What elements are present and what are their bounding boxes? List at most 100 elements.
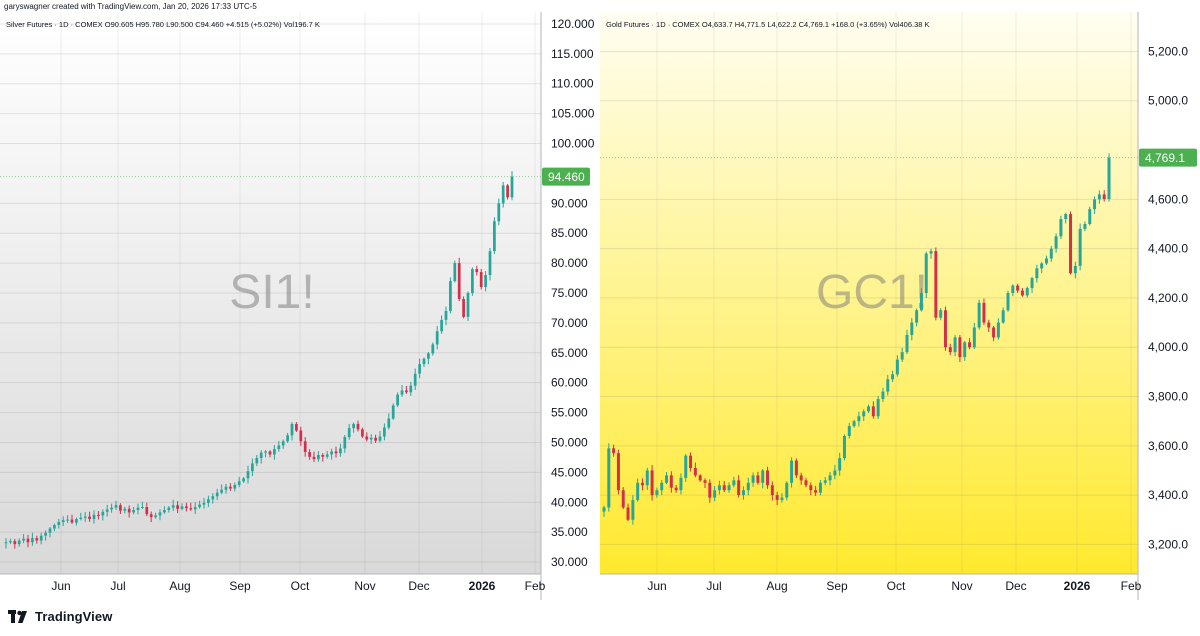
candle-body (61, 520, 65, 522)
candle-body (330, 451, 333, 455)
brand-logo[interactable]: TradingView (8, 609, 112, 624)
candle (972, 322, 976, 349)
candle-body (650, 470, 654, 496)
candle-body (400, 390, 404, 395)
candle (612, 444, 616, 457)
candle (963, 340, 967, 361)
candle (488, 247, 492, 281)
candle (1035, 264, 1039, 283)
silver-chart-panel[interactable]: 120.000 115.000 110.000 105.000 100.000 90.00… (0, 12, 598, 600)
candle-body (431, 344, 435, 354)
candle-body (105, 509, 109, 512)
candle-body (110, 507, 113, 510)
candle-body (39, 535, 43, 541)
candle (198, 500, 201, 509)
candle (818, 479, 822, 496)
brand-name: TradingView (35, 609, 113, 624)
candle-body (804, 480, 808, 486)
candle-body (669, 475, 673, 488)
candle-body (70, 519, 74, 523)
candle (958, 334, 962, 363)
candle (325, 450, 329, 459)
symbol-info-line: Silver Futures · 1D · COMEX O90.605 H95.… (6, 20, 320, 29)
candle (665, 471, 669, 485)
panel-divider (598, 12, 600, 600)
candle (70, 514, 74, 524)
candle (66, 515, 69, 523)
candle (110, 503, 113, 513)
x-tick-label: Nov (354, 579, 375, 593)
gold-chart-panel[interactable]: 5,200.0 5,000.0 4,600.0 4,400.0 4,200.0 4,000… (600, 12, 1200, 600)
candle (881, 387, 885, 403)
candle-body (717, 485, 721, 491)
candle-body (1020, 290, 1024, 296)
candle-body (953, 337, 957, 353)
candle (1044, 255, 1048, 266)
candle-body (356, 423, 360, 430)
candle-body (387, 418, 391, 428)
candle-body (727, 485, 731, 491)
candle-body (915, 310, 919, 323)
candle-body (312, 456, 316, 460)
candle-body (1069, 214, 1073, 274)
candle (119, 503, 122, 515)
candle-body (1016, 285, 1020, 291)
candle-body (1097, 194, 1101, 200)
candle-body (79, 517, 83, 519)
candle (770, 481, 774, 501)
candle (123, 506, 127, 514)
candle (1073, 261, 1077, 279)
candle-body (418, 364, 421, 374)
candle-body (501, 185, 505, 204)
candle-body (281, 441, 285, 446)
candle-body (761, 470, 765, 483)
candle (924, 251, 928, 298)
y-tick-label: 4,600.0 (1148, 192, 1188, 206)
x-tick-label: Oct (887, 579, 906, 593)
x-tick-label: Jul (110, 579, 125, 593)
candle-body (814, 490, 818, 493)
last-price-label-bg (1139, 148, 1197, 167)
candle (180, 503, 184, 511)
candle-body (943, 310, 947, 348)
candle-body (277, 445, 281, 450)
x-tick-label: Jun (647, 579, 666, 593)
candle (405, 385, 408, 394)
candle (26, 534, 30, 548)
candle (444, 306, 448, 326)
candle-body (1102, 194, 1106, 200)
candle-body (409, 385, 413, 393)
candle (189, 502, 193, 511)
candle-body (924, 253, 928, 293)
candle-body (838, 458, 842, 471)
candle-body (4, 542, 8, 544)
x-tick-label: Feb (1121, 579, 1142, 593)
candle (215, 488, 219, 500)
x-tick-label: Jul (706, 579, 721, 593)
candle (462, 296, 465, 319)
candle (948, 343, 952, 356)
candle (127, 505, 131, 518)
candle (886, 374, 890, 396)
candle (616, 449, 620, 495)
candle (607, 443, 611, 512)
silver-chart-svg[interactable]: 120.000 115.000 110.000 105.000 100.000 90.00… (0, 12, 598, 600)
candle (689, 452, 693, 472)
candle-body (435, 331, 439, 345)
candle-body (775, 495, 779, 501)
candle (992, 325, 996, 342)
x-tick-label: 2026 (469, 579, 496, 593)
candle (242, 477, 245, 483)
plot-background (600, 12, 1138, 574)
y-tick-label: 3,400.0 (1148, 488, 1188, 502)
candle (751, 472, 755, 487)
y-tick-label: 35.000 (551, 525, 588, 539)
candle-body (17, 540, 21, 545)
candle (900, 347, 904, 362)
tradingview-logo-icon (8, 609, 27, 623)
candle-body (886, 379, 890, 392)
candle (101, 509, 105, 521)
candle (383, 423, 386, 441)
candle-body (713, 490, 717, 498)
gold-chart-svg[interactable]: 5,200.0 5,000.0 4,600.0 4,400.0 4,200.0 4,000… (600, 12, 1200, 600)
